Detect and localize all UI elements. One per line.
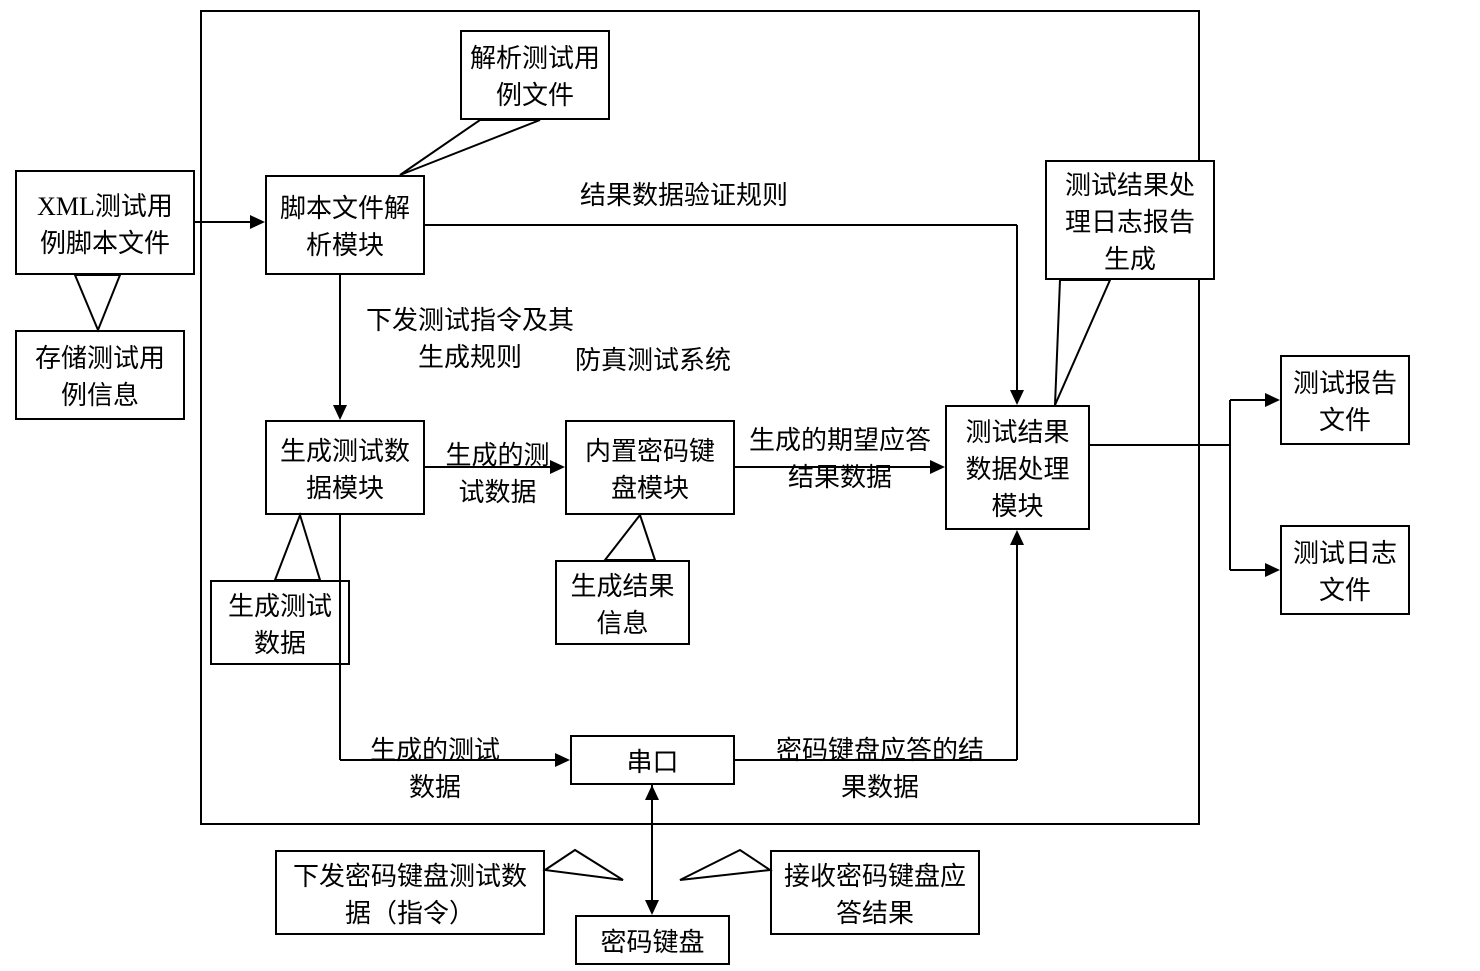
result-ann-box: 测试结果处理日志报告生成 [1045, 160, 1215, 280]
xml-file-box: XML测试用例脚本文件 [15, 170, 195, 275]
log-file-box: 测试日志文件 [1280, 525, 1410, 615]
recv-keypad-box: 接收密码键盘应答结果 [770, 850, 980, 935]
store-info-text: 存储测试用例信息 [25, 338, 175, 412]
store-info-box: 存储测试用例信息 [15, 330, 185, 420]
serial-text: 串口 [626, 742, 678, 779]
builtin-keypad-text: 内置密码键盘模块 [575, 431, 725, 505]
result-process-box: 测试结果数据处理模块 [945, 405, 1090, 530]
gen-data1-label: 生成的测试数据 [435, 435, 560, 509]
gen-data2-label: 生成的测试数据 [370, 730, 500, 804]
send-keypad-box: 下发密码键盘测试数据（指令） [275, 850, 545, 935]
script-parser-text: 脚本文件解析模块 [275, 188, 415, 262]
result-ann-text: 测试结果处理日志报告生成 [1055, 165, 1205, 276]
keypad-box: 密码键盘 [575, 915, 730, 965]
recv-keypad-text: 接收密码键盘应答结果 [780, 856, 970, 930]
send-instr-label: 下发测试指令及其生成规则 [360, 300, 580, 374]
parse-case-box: 解析测试用例文件 [460, 30, 610, 120]
keypad-text: 密码键盘 [600, 922, 704, 959]
parse-case-text: 解析测试用例文件 [470, 38, 600, 112]
keypad-resp-label: 密码键盘应答的结果数据 [770, 730, 990, 804]
log-file-text: 测试日志文件 [1290, 533, 1400, 607]
gen-test-data-ann-box: 生成测试数据 [210, 580, 350, 665]
gen-test-data-ann-text: 生成测试数据 [220, 586, 340, 660]
script-parser-box: 脚本文件解析模块 [265, 175, 425, 275]
result-process-text: 测试结果数据处理模块 [955, 412, 1080, 523]
gen-expect-label: 生成的期望应答结果数据 [745, 420, 935, 494]
report-file-box: 测试报告文件 [1280, 355, 1410, 445]
gen-test-module-box: 生成测试数据模块 [265, 420, 425, 515]
validation-rule-label: 结果数据验证规则 [580, 175, 788, 212]
xml-file-text: XML测试用例脚本文件 [25, 186, 185, 260]
report-file-text: 测试报告文件 [1290, 363, 1400, 437]
serial-box: 串口 [570, 735, 735, 785]
send-keypad-text: 下发密码键盘测试数据（指令） [285, 856, 535, 930]
sim-system-label: 防真测试系统 [575, 340, 731, 377]
gen-test-module-text: 生成测试数据模块 [275, 431, 415, 505]
gen-result-info-box: 生成结果信息 [555, 560, 690, 645]
builtin-keypad-box: 内置密码键盘模块 [565, 420, 735, 515]
gen-result-info-text: 生成结果信息 [565, 566, 680, 640]
